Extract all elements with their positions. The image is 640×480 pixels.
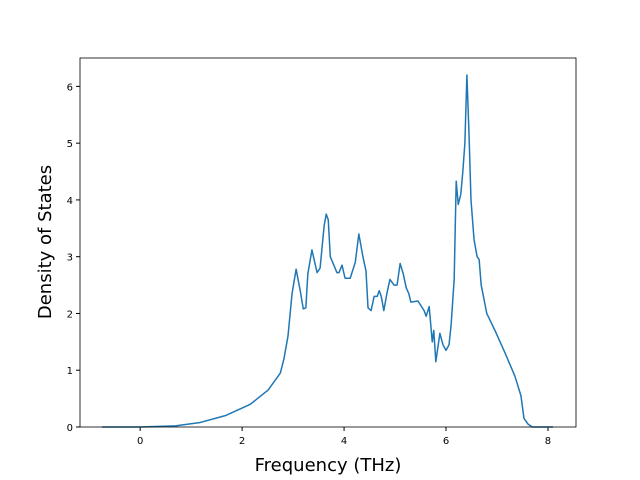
x-tick-label: 8 bbox=[545, 436, 551, 447]
y-tick-label: 3 bbox=[67, 253, 73, 264]
x-tick-label: 6 bbox=[443, 436, 449, 447]
y-tick-label: 4 bbox=[67, 196, 73, 207]
y-tick-label: 5 bbox=[67, 139, 73, 150]
x-tick-label: 4 bbox=[341, 436, 347, 447]
x-tick-label: 0 bbox=[137, 436, 143, 447]
y-axis-label: Density of States bbox=[35, 165, 56, 319]
x-axis-label: Frequency (THz) bbox=[255, 455, 402, 476]
y-tick-label: 0 bbox=[67, 423, 73, 434]
y-tick-label: 2 bbox=[67, 309, 73, 320]
y-tick-label: 6 bbox=[67, 82, 73, 93]
line-series bbox=[101, 74, 554, 428]
axes-frame bbox=[79, 57, 577, 428]
x-tick-label: 2 bbox=[239, 436, 245, 447]
y-tick-label: 1 bbox=[67, 366, 73, 377]
